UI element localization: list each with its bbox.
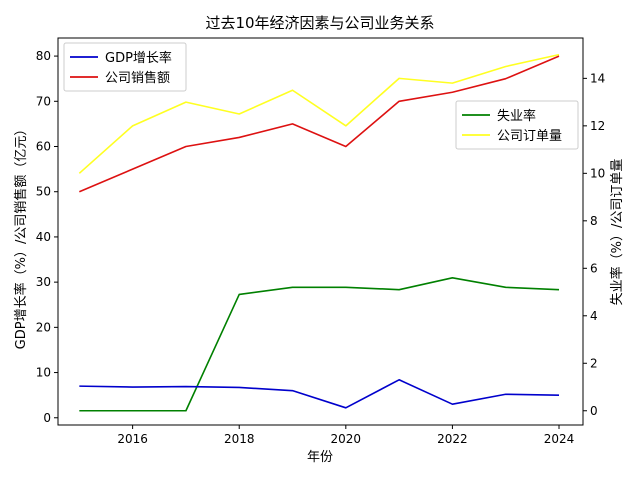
x-tick-label-2024: 2024 (544, 432, 575, 446)
y-right-tick-label-14: 14 (590, 71, 605, 85)
y-left-tick-label-70: 70 (36, 94, 51, 108)
x-tick-label-2016: 2016 (117, 432, 148, 446)
y-left-tick-label-50: 50 (36, 185, 51, 199)
y-right-tick-label-4: 4 (590, 309, 598, 323)
series-line-GDP增长率 (79, 378, 560, 409)
legend-right-box (455, 100, 579, 150)
y-right-tick-label-8: 8 (590, 214, 598, 228)
legend-label-公司订单量: 公司订单量 (497, 129, 562, 144)
x-tick-label-2018: 2018 (224, 432, 255, 446)
x-axis: 2016 2018 2020 2022 2024 (117, 425, 574, 446)
x-tick-label-2020: 2020 (331, 432, 362, 446)
y-axis-right-label: 失业率（%）/公司订单量 (609, 159, 625, 306)
y-right-tick-label-2: 2 (590, 356, 598, 370)
y-left-tick-label-40: 40 (36, 230, 51, 244)
y-right-tick-label-10: 10 (590, 166, 605, 180)
y-right-tick-label-0: 0 (590, 404, 598, 418)
y-axis-left: 0 10 20 30 40 50 60 70 80 (36, 49, 58, 425)
y-left-tick-label-80: 80 (36, 49, 51, 63)
legend-label-公司销售额: 公司销售额 (105, 70, 170, 86)
y-left-tick-label-0: 0 (43, 411, 51, 425)
series-layer (78, 53, 560, 412)
x-axis-label: 年份 (307, 450, 333, 465)
y-axis-right: 0 2 4 6 8 10 12 14 (583, 71, 605, 418)
legend-left-box (63, 42, 187, 92)
y-left-tick-label-60: 60 (36, 140, 51, 154)
chart-title: 过去10年经济因素与公司业务关系 (205, 14, 434, 32)
legend-label-失业率: 失业率 (497, 108, 536, 124)
y-axis-left-label: GDP增长率（%）/公司销售额（亿元） (13, 123, 29, 350)
y-left-tick-label-30: 30 (36, 275, 51, 289)
legend-label-GDP增长率: GDP增长率 (105, 50, 172, 66)
plot-area (57, 37, 584, 426)
series-line-公司订单量 (78, 53, 560, 174)
y-left-tick-label-10: 10 (36, 366, 51, 380)
series-line-公司销售额 (79, 55, 560, 193)
y-left-tick-label-20: 20 (36, 320, 51, 334)
x-tick-label-2022: 2022 (437, 432, 468, 446)
series-line-失业率 (79, 276, 560, 412)
y-right-tick-label-12: 12 (590, 119, 605, 133)
y-right-tick-label-6: 6 (590, 261, 598, 275)
